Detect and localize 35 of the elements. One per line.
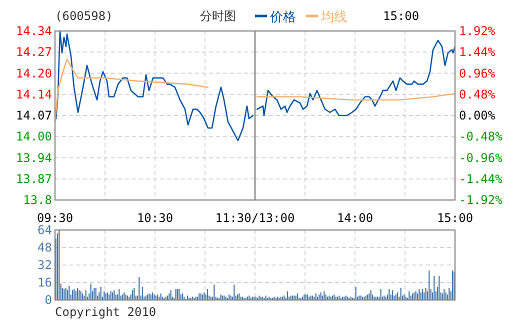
y-tick-label: 14.20	[16, 66, 52, 80]
y2-tick-label: -0.96%	[459, 150, 504, 165]
legend-label: 价格	[269, 10, 296, 25]
y-tick-label: 13.87	[16, 172, 52, 186]
y2-tick-label: 0.96%	[459, 66, 496, 80]
y-tick-label: 14.14	[16, 87, 52, 102]
chart-subtitle: (600598)	[55, 9, 113, 23]
y2-tick-label: -1.44%	[459, 172, 504, 186]
text: Copyright 2010	[55, 305, 156, 319]
x-tick-label: 09:30	[36, 211, 74, 225]
y2-tick-label: -1.92%	[459, 193, 504, 207]
chart-title: 分时图	[200, 9, 236, 23]
y2-tick-label: 1.44%	[459, 45, 496, 60]
y-tick-label: 14.07	[16, 108, 52, 122]
x-tick-label: 10:30	[136, 211, 174, 225]
x-tick-label: 15:00	[436, 211, 474, 225]
line-series	[54, 58, 209, 122]
y-tick-label: 32	[38, 258, 52, 272]
y2-tick-label: 0.48%	[459, 87, 496, 102]
legend-label: 均线	[320, 10, 347, 25]
y2-tick-label: 1.92%	[459, 24, 496, 38]
y-tick-label: 16	[38, 276, 52, 290]
y2-tick-label: 0.00%	[459, 108, 496, 122]
y2-tick-label: -0.48%	[459, 130, 504, 144]
y-tick-label: 13.94	[16, 150, 52, 165]
y-tick-label: 48	[38, 240, 52, 254]
text: 15:00	[383, 9, 420, 23]
x-tick-label: 14:00	[336, 211, 374, 225]
y-tick-label: 13.8	[23, 193, 52, 207]
y-tick-label: 14.34	[16, 24, 52, 38]
x-tick-label: 11:30/13:00	[215, 211, 295, 225]
y-tick-label: 64	[38, 223, 52, 237]
y-tick-label: 14.27	[16, 45, 52, 60]
y-tick-label: 14.00	[16, 130, 52, 144]
y-tick-label: 0	[44, 293, 52, 307]
